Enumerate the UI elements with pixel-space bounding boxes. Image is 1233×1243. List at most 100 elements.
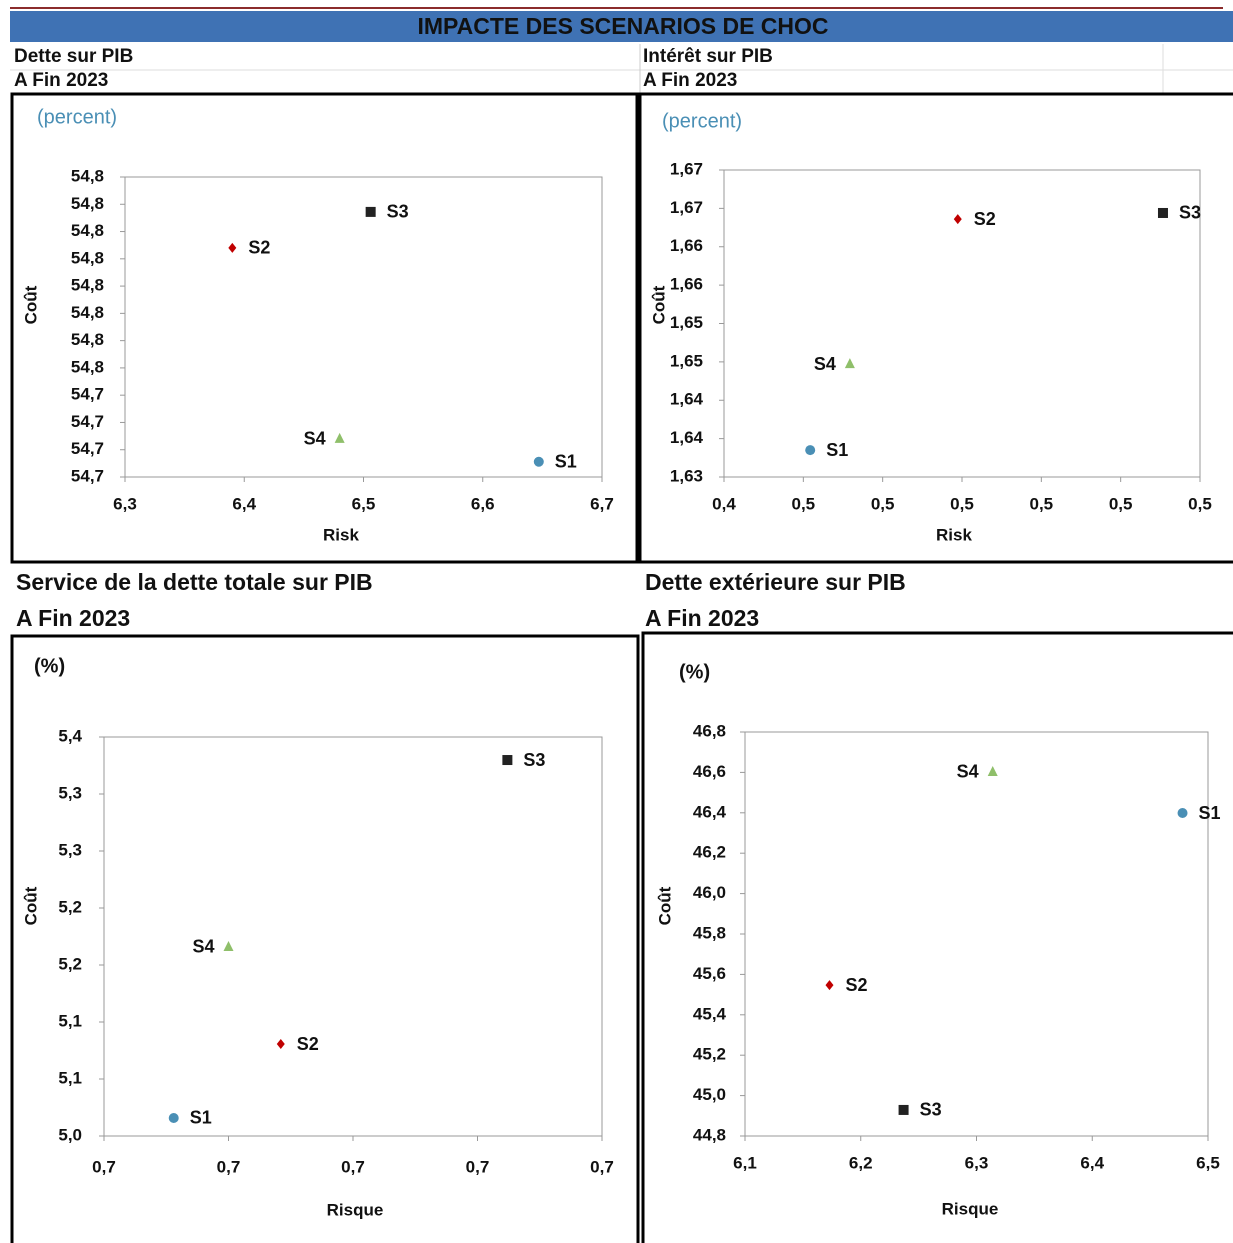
y-tick-label: 45,4 — [693, 1004, 727, 1023]
y-tick-label: 1,63 — [670, 466, 703, 485]
x-tick-label: 0,5 — [950, 494, 974, 513]
x-tick-label: 0,5 — [871, 494, 895, 513]
chart-subtitle: A Fin 2023 — [645, 605, 759, 631]
x-tick-label: 0,7 — [590, 1157, 614, 1176]
y-tick-label: 54,7 — [71, 439, 104, 458]
point — [276, 1039, 285, 1050]
header-bar — [10, 11, 1233, 42]
plot-area — [103, 736, 603, 1137]
x-tick-label: 0,7 — [217, 1157, 241, 1176]
point — [533, 456, 544, 467]
point — [223, 940, 234, 951]
point — [898, 1104, 909, 1115]
point-label: S2 — [845, 975, 867, 995]
chart-title: Dette sur PIB — [14, 46, 133, 67]
point-label: S1 — [555, 451, 577, 471]
y-tick-label: 54,7 — [71, 466, 104, 485]
point-label: S2 — [297, 1034, 319, 1054]
point-label: S3 — [920, 1100, 942, 1120]
x-tick-label: 0,5 — [1109, 494, 1133, 513]
y-tick-label: 5,4 — [58, 726, 82, 745]
y-tick-label: 1,64 — [670, 428, 704, 447]
y-axis-label: Coût — [655, 886, 674, 925]
point — [228, 242, 237, 253]
chart-title: Intérêt sur PIB — [643, 46, 773, 67]
y-tick-label: 44,8 — [693, 1125, 726, 1144]
y-tick-label: 54,8 — [71, 276, 104, 295]
y-tick-label: 1,67 — [670, 159, 703, 178]
annotation: (%) — [34, 655, 65, 677]
y-tick-label: 1,67 — [670, 198, 703, 217]
y-tick-label: 46,6 — [693, 762, 726, 781]
x-axis-label: Risk — [323, 525, 359, 544]
y-tick-label: 46,8 — [693, 721, 726, 740]
point — [987, 765, 998, 776]
x-axis-label: Risk — [936, 525, 972, 544]
x-tick-label: 0,5 — [792, 494, 816, 513]
y-tick-label: 45,8 — [693, 923, 726, 942]
x-tick-label: 6,3 — [965, 1153, 989, 1172]
point — [953, 214, 962, 225]
chart-subtitle: A Fin 2023 — [16, 605, 130, 631]
y-tick-label: 1,66 — [670, 275, 703, 294]
plot-area — [744, 731, 1209, 1137]
chart-subtitle: A Fin 2023 — [643, 70, 737, 91]
point — [168, 1112, 179, 1123]
y-tick-label: 1,66 — [670, 236, 703, 255]
point — [365, 206, 376, 217]
y-tick-label: 5,1 — [58, 1011, 82, 1030]
x-tick-label: 0,7 — [466, 1157, 490, 1176]
y-tick-label: 45,0 — [693, 1085, 726, 1104]
y-tick-label: 54,8 — [71, 221, 104, 240]
x-tick-label: 6,6 — [471, 494, 495, 513]
y-axis-label: Coût — [649, 285, 668, 324]
annotation: (%) — [679, 661, 710, 683]
y-tick-label: 5,3 — [58, 840, 82, 859]
point-label: S3 — [387, 202, 409, 222]
y-tick-label: 54,8 — [71, 330, 104, 349]
y-tick-label: 45,6 — [693, 964, 726, 983]
point-label: S4 — [304, 429, 326, 449]
x-tick-label: 6,5 — [1196, 1153, 1220, 1172]
point-label: S4 — [814, 354, 836, 374]
y-axis-label: Coût — [21, 285, 40, 324]
chart-frame — [10, 92, 639, 564]
y-tick-label: 5,0 — [58, 1125, 82, 1144]
y-tick-label: 1,65 — [670, 351, 703, 370]
chart-title: Dette extérieure sur PIB — [645, 569, 906, 595]
y-tick-label: 1,64 — [670, 390, 704, 409]
y-tick-label: 54,8 — [71, 194, 104, 213]
plot-area — [124, 176, 603, 478]
point-label: S1 — [190, 1108, 212, 1128]
y-tick-label: 5,2 — [58, 954, 82, 973]
point — [1177, 808, 1188, 819]
y-tick-label: 45,2 — [693, 1045, 726, 1064]
point-label: S2 — [248, 238, 270, 258]
y-tick-label: 5,1 — [58, 1068, 82, 1087]
point — [502, 755, 513, 766]
annotation: (percent) — [37, 106, 117, 128]
x-tick-label: 0,7 — [92, 1157, 116, 1176]
x-tick-label: 6,4 — [232, 494, 256, 513]
y-tick-label: 54,7 — [71, 385, 104, 404]
y-tick-label: 46,0 — [693, 883, 726, 902]
point-label: S4 — [957, 762, 979, 782]
y-tick-label: 46,2 — [693, 843, 726, 862]
x-tick-label: 0,5 — [1030, 494, 1054, 513]
chart-frame — [641, 631, 1233, 1243]
point — [1157, 207, 1168, 218]
x-tick-label: 6,4 — [1080, 1153, 1104, 1172]
x-tick-label: 6,1 — [733, 1153, 757, 1172]
point-label: S1 — [826, 440, 848, 460]
header-title: IMPACTE DES SCENARIOS DE CHOC — [417, 13, 828, 39]
point — [334, 432, 345, 443]
y-tick-label: 5,3 — [58, 783, 82, 802]
chart-frame — [10, 634, 640, 1243]
point-label: S3 — [523, 750, 545, 770]
y-tick-label: 46,4 — [693, 802, 727, 821]
chart-frame — [638, 92, 1233, 564]
y-axis-label: Coût — [21, 886, 40, 925]
point-label: S3 — [1179, 203, 1201, 223]
y-tick-label: 54,8 — [71, 248, 104, 267]
x-axis-label: Risque — [327, 1200, 384, 1219]
